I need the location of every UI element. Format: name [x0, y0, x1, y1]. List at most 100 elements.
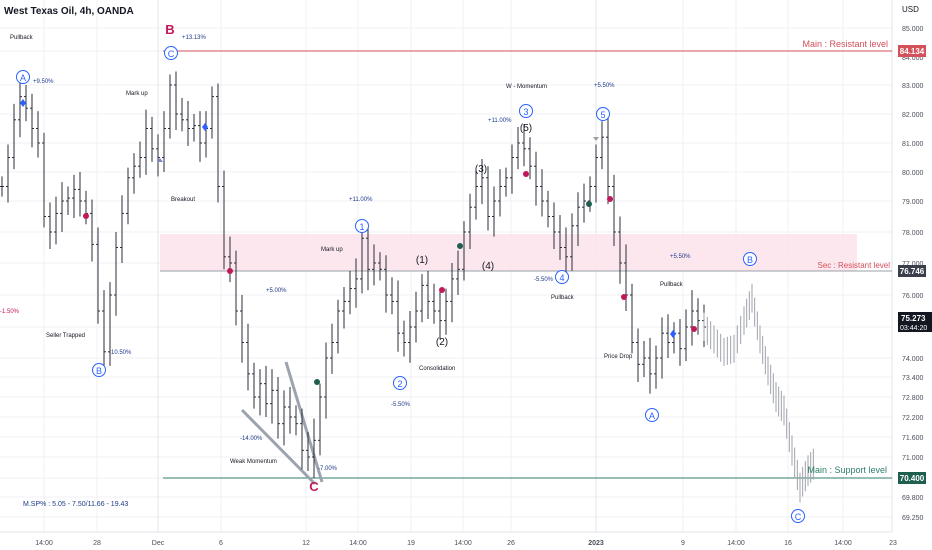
note-pct-14-0: -14.00%: [240, 436, 263, 442]
note-pct-11-0b: +11.00%: [488, 118, 512, 124]
price-tick-label: 76.000: [902, 293, 924, 300]
note-pct-5-5c: -5.50%: [534, 277, 554, 283]
wave-big-c: C: [309, 479, 319, 494]
subwave-3: (3): [475, 164, 487, 175]
wedge-line-upper[interactable]: [240, 408, 317, 486]
price-tick-label: 69.250: [902, 515, 924, 522]
wave-circle-1[interactable]: 1: [355, 219, 369, 233]
note-w-momentum: W - Momentum: [506, 84, 547, 90]
time-tick-label: 6: [219, 540, 223, 547]
note-pct-5-0: +5.00%: [266, 288, 287, 294]
svg-text:C: C: [168, 49, 175, 59]
time-tick-label: 2023: [588, 540, 604, 547]
time-tick-label: 14:00: [349, 540, 367, 547]
svg-text:03:44:20: 03:44:20: [900, 325, 927, 332]
time-tick-label: 14:00: [834, 540, 852, 547]
svg-text:5: 5: [600, 110, 605, 120]
note-pct-5-5d: +5.50%: [670, 254, 691, 260]
price-tick-label: 83.000: [902, 83, 924, 90]
marker-diamond: [202, 123, 208, 131]
marker-diamond: [20, 99, 26, 107]
note-pct-13-13: +13.13%: [182, 35, 207, 41]
chart-title: West Texas Oil, 4h, OANDA: [4, 6, 134, 17]
price-tick-label: 74.000: [902, 356, 924, 363]
time-tick-label: 19: [407, 540, 415, 547]
svg-text:B: B: [96, 366, 102, 376]
price-tick-label: 79.000: [902, 199, 924, 206]
price-tick-label: 73.400: [902, 375, 924, 382]
marker-green: [457, 243, 463, 249]
time-axis-panel: [0, 532, 932, 550]
note-price-drop: Price Drop: [604, 354, 633, 360]
note-pct-11-0a: +11.00%: [349, 197, 373, 203]
price-tick-label: 71.600: [902, 435, 924, 442]
svg-text:75.273: 75.273: [901, 314, 926, 323]
sec-resistance-label: Sec : Resistant level: [818, 261, 891, 270]
svg-text:3: 3: [523, 107, 528, 117]
note-pct-5-5a: -5.50%: [391, 402, 411, 408]
marker-red: [691, 326, 697, 332]
subwave-5: (5): [520, 123, 532, 134]
wave-circle-5[interactable]: 5: [596, 107, 610, 121]
note-pct-9-5: +9.50%: [33, 79, 54, 85]
wave-circle-3[interactable]: 3: [519, 104, 533, 118]
price-tag-current: 75.273 03:44:20: [898, 312, 932, 332]
marker-red: [607, 196, 613, 202]
wave-circle-4[interactable]: 4: [555, 270, 569, 284]
time-tick-label: 14:00: [454, 540, 472, 547]
marker-diamond: [670, 330, 676, 338]
svg-text:A: A: [649, 411, 655, 421]
svg-text:A: A: [20, 73, 26, 83]
main-support-label: Main : Support level: [807, 465, 887, 475]
svg-text:2: 2: [397, 379, 402, 389]
time-axis-ticks: 14:00 28 Dec 6 12 14:00 19 14:00 26 2023 9 14:00 16 1…: [35, 540, 897, 547]
subwave-1: (1): [416, 255, 428, 266]
price-tick-label: 84.000: [902, 55, 924, 62]
time-tick-label: 14:00: [727, 540, 745, 547]
price-tick-label: 85.000: [902, 26, 924, 33]
wave-circle-b-right[interactable]: B: [743, 252, 757, 266]
wave-circle-2[interactable]: 2: [393, 376, 407, 390]
svg-text:84.134: 84.134: [900, 47, 925, 56]
time-tick-label: 14:00: [35, 540, 53, 547]
signal-markers: [20, 99, 697, 385]
price-tag-resistance: 84.134: [898, 45, 926, 57]
marker-red: [439, 287, 445, 293]
svg-text:1: 1: [359, 222, 364, 232]
note-pullback-mid: Pullback: [551, 295, 575, 301]
note-seller-trapped: Seller Trapped: [46, 333, 85, 339]
price-tick-label: 82.000: [902, 112, 924, 119]
wave-circle-a-left[interactable]: A: [16, 70, 30, 84]
note-weak-momentum: Weak Momentum: [230, 459, 277, 465]
note-mark-up-2: Mark up: [321, 247, 343, 253]
wave-circle-c-right[interactable]: C: [791, 509, 805, 523]
price-tick-label: 81.000: [902, 141, 924, 148]
marker-red: [621, 294, 627, 300]
price-tick-label: 78.000: [902, 230, 924, 237]
price-tick-label: 69.800: [902, 495, 924, 502]
wave-circle-b-left[interactable]: B: [92, 363, 106, 377]
note-consolidation: Consolidation: [419, 366, 455, 372]
wave-circle-c-top[interactable]: C: [164, 46, 178, 60]
marker-arrow: [157, 158, 163, 162]
resistance-zone: [160, 234, 857, 271]
ohlc-bars: [0, 71, 706, 478]
note-pullback-top: Pullback: [10, 35, 34, 41]
price-tick-label: 71.000: [902, 455, 924, 462]
marker-green: [586, 201, 592, 207]
note-mark-up-1: Mark up: [126, 91, 148, 97]
price-tick-label: 72.800: [902, 395, 924, 402]
price-tick-label: 77.000: [902, 261, 924, 268]
marker-red: [227, 268, 233, 274]
note-pct-left: -1.50%: [0, 309, 20, 315]
marker-red: [523, 171, 529, 177]
time-tick-label: 26: [507, 540, 515, 547]
wedge-line-lower[interactable]: [284, 361, 324, 483]
note-pullback-right: Pullback: [660, 282, 684, 288]
wave-circle-a-right[interactable]: A: [645, 408, 659, 422]
price-tick-label: 72.200: [902, 415, 924, 422]
currency-label: USD: [902, 5, 919, 14]
note-pct-7-0: -7.00%: [318, 466, 338, 472]
time-tick-label: Dec: [152, 540, 165, 547]
